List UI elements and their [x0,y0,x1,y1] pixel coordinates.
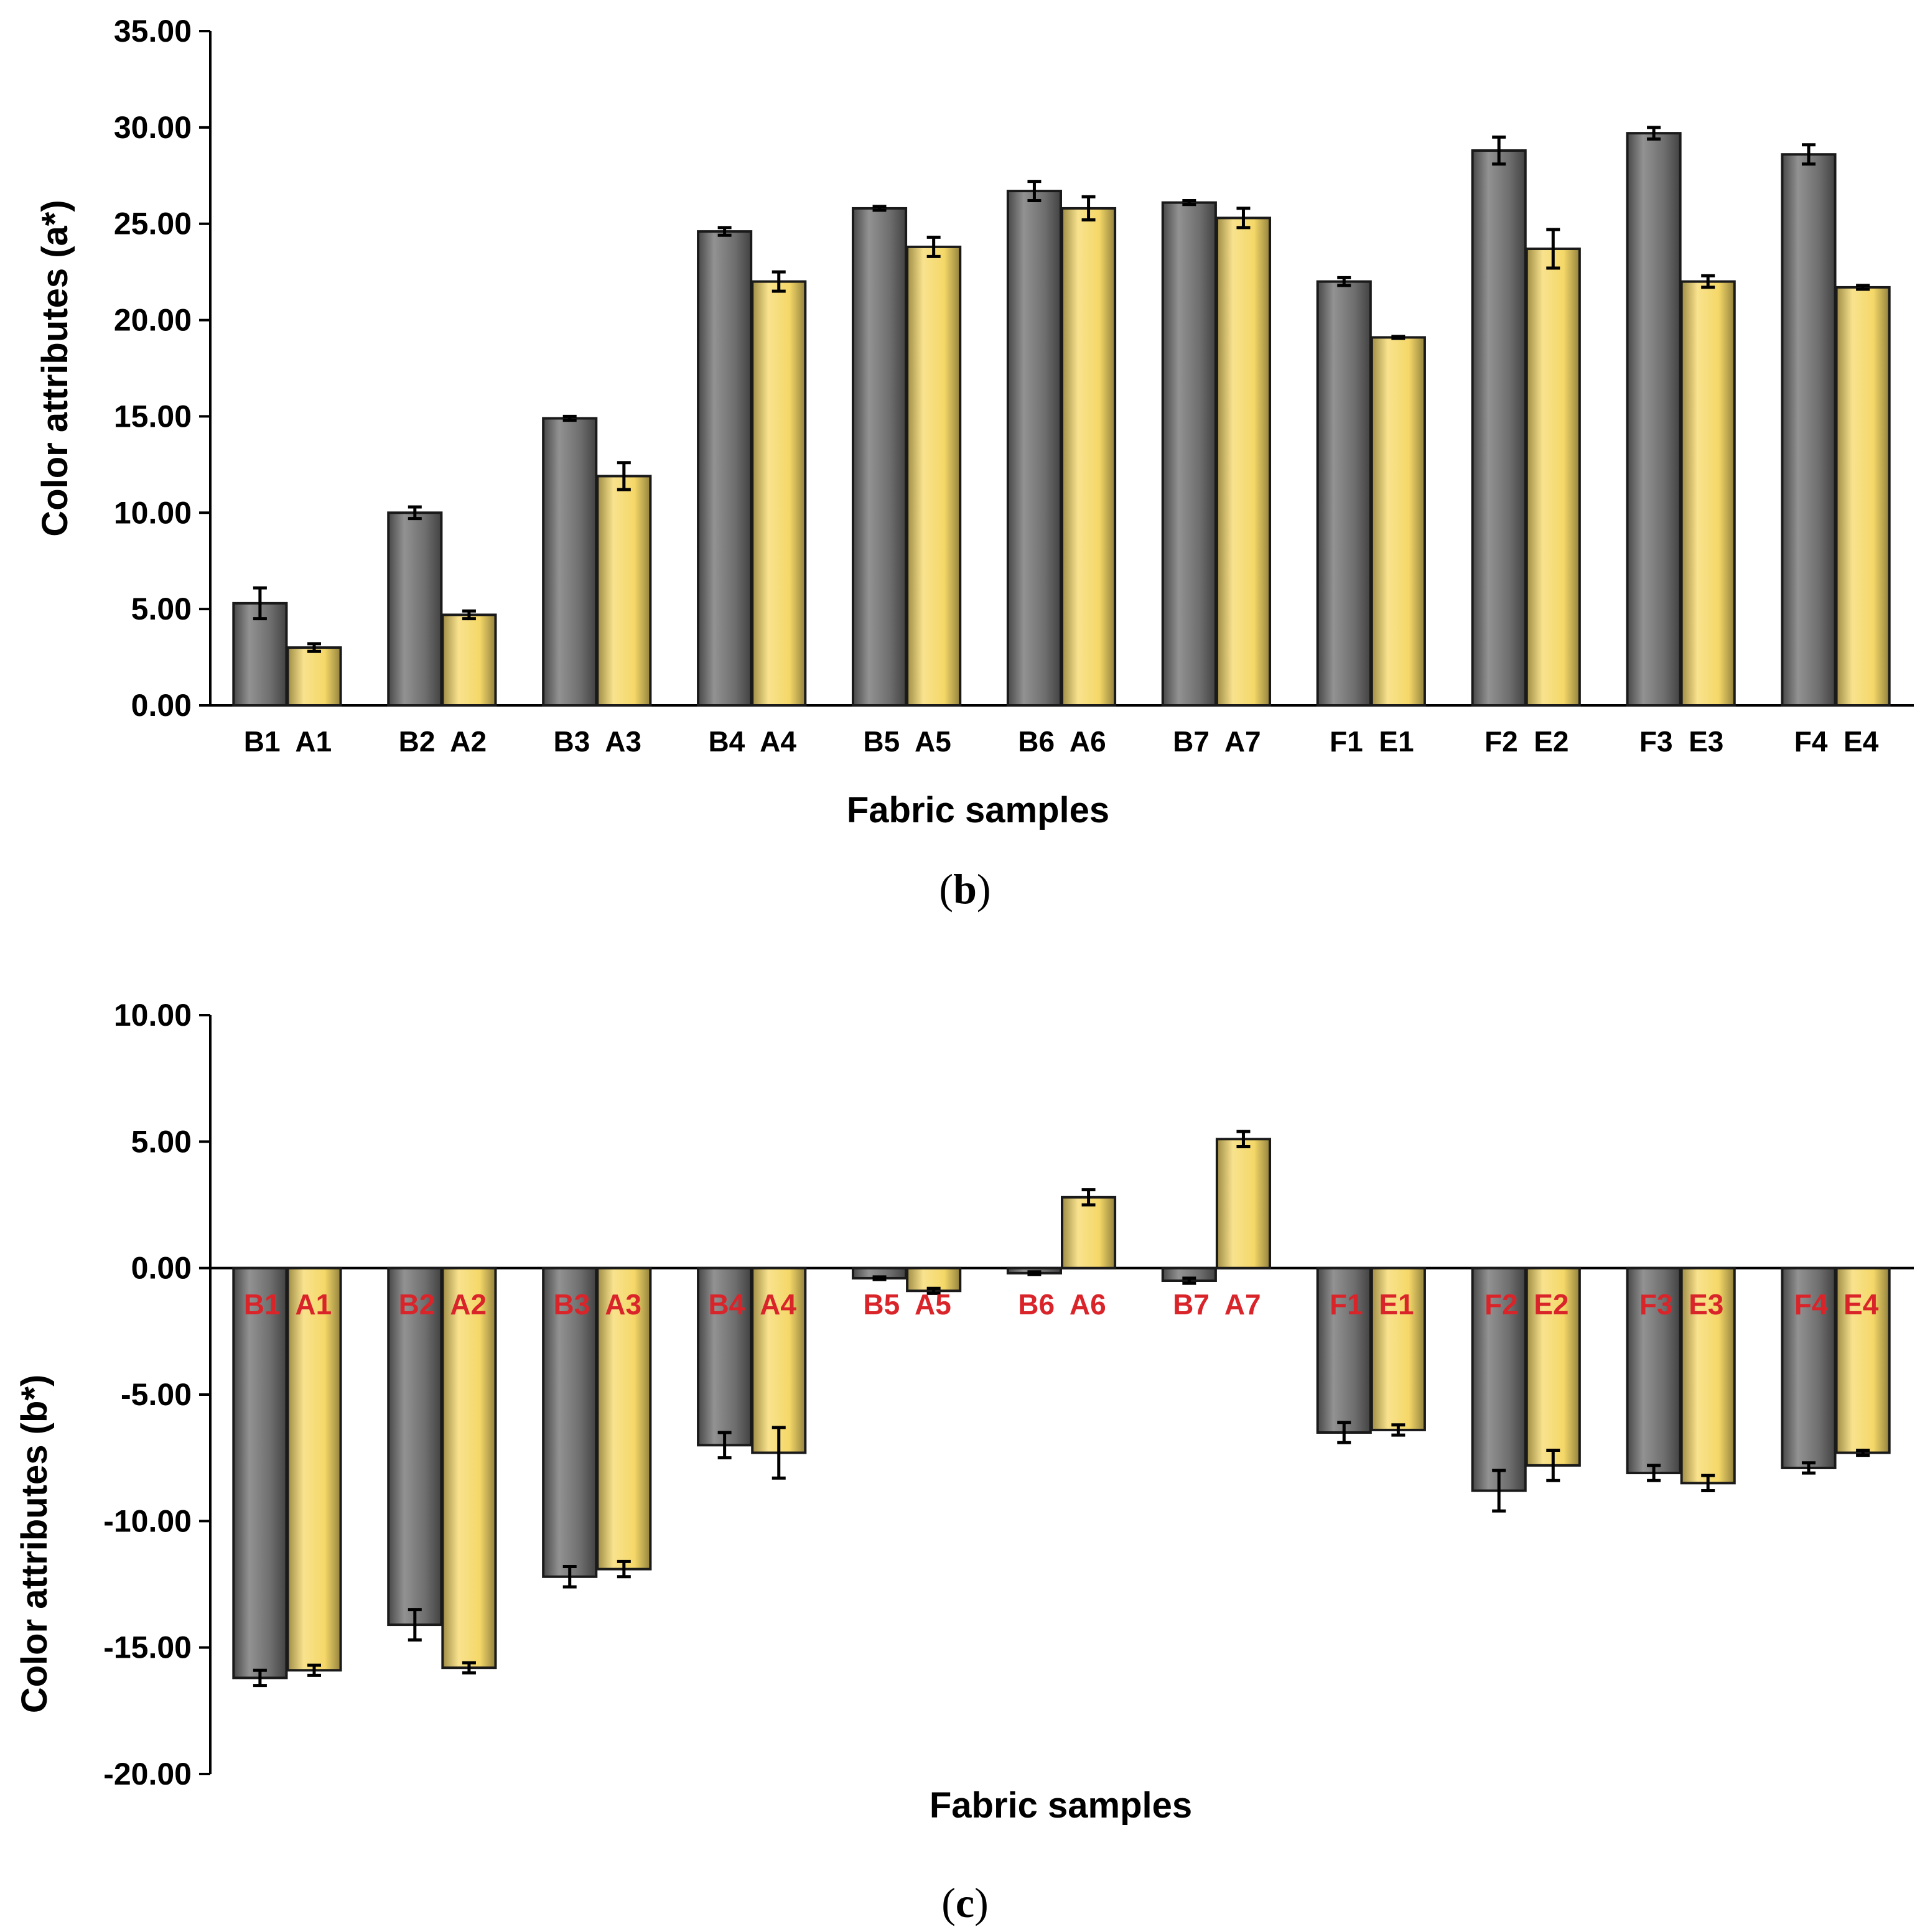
bar-yellow [596,475,652,707]
x-tick-label: B4 A4 [708,1288,796,1321]
bar-yellow [441,1266,497,1670]
bar-gray [697,230,753,707]
x-tick-label: F4 E4 [1794,1288,1879,1321]
x-tick-label: B7 A7 [1173,1288,1261,1321]
bar-gray [1316,280,1372,707]
bar-gray [232,1266,288,1679]
bar-gray [1161,201,1217,707]
y-tick-label: 10.00 [114,495,192,530]
bar-yellow [1525,247,1581,707]
x-tick-label: B5 A5 [863,725,951,758]
y-tick-label: 0.00 [131,1251,192,1286]
x-tick-label: B2 A2 [399,725,487,758]
y-tick-label: -10.00 [103,1503,192,1538]
x-tick-label: B6 A6 [1018,725,1106,758]
bar-yellow [1680,280,1736,707]
x-tick-label: B6 A6 [1018,1288,1106,1321]
y-tick-label: -20.00 [103,1757,192,1791]
bar-gray [1316,1266,1372,1434]
panel-label-b: (b) [939,865,991,913]
bar-gray [851,207,908,707]
chart-c: Color attributes (b*) Fabric samples -20… [14,998,1914,1826]
x-tick-label: F2 E2 [1485,725,1569,758]
x-axis-title: Fabric samples [930,1785,1192,1826]
y-tick-label: 25.00 [114,207,192,241]
bar-gray [1781,1266,1837,1469]
x-tick-label: F1 E1 [1330,1288,1414,1321]
bar-gray [1781,153,1837,707]
bar-yellow [1370,336,1426,707]
bar-yellow [1835,1266,1891,1454]
y-tick-label: 30.00 [114,110,192,145]
bar-gray [542,417,598,707]
y-tick-label: 5.00 [131,592,192,626]
x-tick-label: B3 A3 [554,1288,641,1321]
bar-gray [1626,132,1682,707]
y-tick-label: 10.00 [114,998,192,1033]
x-tick-label: F2 E2 [1485,1288,1569,1321]
y-axis-title: Color attributes (a*) [35,200,75,536]
y-tick-label: -5.00 [121,1377,192,1412]
bar-gray [387,1266,443,1627]
y-tick-label: 5.00 [131,1124,192,1159]
y-tick-label: -15.00 [103,1630,192,1665]
x-tick-label: F3 E3 [1639,725,1724,758]
x-tick-label: F1 E1 [1330,725,1414,758]
bar-yellow [1370,1266,1426,1431]
x-tick-label: B1 A1 [244,725,332,758]
bar-yellow [1061,1196,1117,1270]
bar-gray [1626,1266,1682,1475]
x-tick-label: B3 A3 [554,725,641,758]
bar-yellow [1215,216,1272,707]
y-tick-label: 0.00 [131,688,192,723]
panel-label-c: (c) [941,1879,989,1926]
x-tick-label: F3 E3 [1639,1288,1724,1321]
chart-b: Color attributes (a*) Fabric samples 0.0… [35,14,1914,830]
bar-yellow [1061,207,1117,707]
bar-gray [387,511,443,707]
bar-yellow [751,1266,807,1454]
x-axis-title: Fabric samples [847,790,1109,830]
y-tick-label: 35.00 [114,14,192,49]
x-tick-label: B5 A5 [863,1288,951,1321]
bar-yellow [286,1266,342,1672]
bar-gray [1471,1266,1527,1492]
bar-yellow [596,1266,652,1571]
bar-yellow [1680,1266,1736,1485]
x-tick-label: B1 A1 [244,1288,332,1321]
bar-yellow [1215,1138,1272,1270]
bar-gray [1471,149,1527,707]
y-tick-label: 15.00 [114,399,192,434]
bar-yellow [1525,1266,1581,1467]
bar-gray [1006,190,1063,707]
y-tick-label: 20.00 [114,303,192,338]
y-axis-title: Color attributes (b*) [14,1375,55,1714]
bar-yellow [751,280,807,707]
x-tick-label: B7 A7 [1173,725,1261,758]
bar-yellow [906,245,962,707]
x-tick-label: B4 A4 [708,725,796,758]
bar-yellow [286,646,342,707]
x-tick-label: B2 A2 [399,1288,487,1321]
bar-yellow [441,613,497,707]
bar-gray [542,1266,598,1578]
bar-yellow [1835,286,1891,707]
x-tick-label: F4 E4 [1794,725,1879,758]
